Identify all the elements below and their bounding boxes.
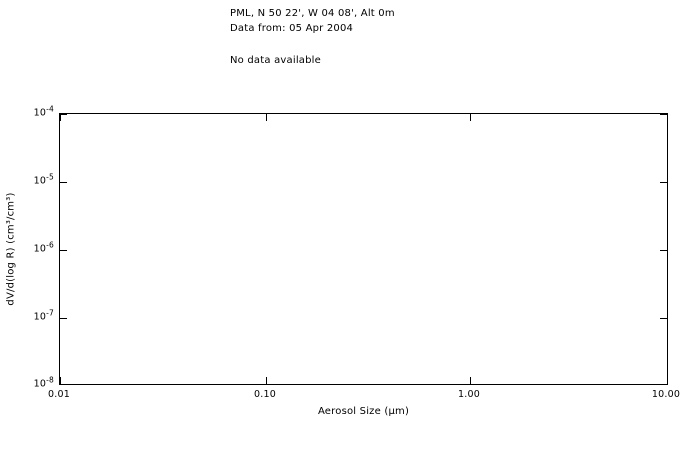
- x-tick-bottom-1: [266, 377, 267, 384]
- y-tick-label-0: 10-4: [0, 105, 54, 119]
- y-tick-label-0-exponent: -4: [46, 104, 54, 114]
- y-tick-label-0-mantissa: 10: [33, 107, 47, 119]
- x-tick-bottom-0: [60, 377, 61, 384]
- y-tick-label-1-exponent: -5: [46, 172, 54, 182]
- y-tick-right-1: [660, 182, 667, 183]
- x-tick-top-2: [470, 114, 471, 121]
- x-tick-label-3: 10.00: [651, 389, 681, 400]
- y-tick-right-3: [660, 318, 667, 319]
- x-tick-bottom-2: [470, 377, 471, 384]
- data-date-line: Data from: 05 Apr 2004: [230, 23, 354, 34]
- y-tick-left-1: [60, 182, 67, 183]
- y-tick-left-4: [60, 384, 67, 385]
- y-tick-right-2: [660, 250, 667, 251]
- plot-frame: [59, 113, 668, 385]
- no-data-message: No data available: [230, 55, 322, 66]
- y-tick-right-0: [660, 114, 667, 115]
- plot-header: PML, N 50 22', W 04 08', Alt 0m Data fro…: [230, 6, 395, 36]
- x-tick-label-0: 0.01: [48, 389, 70, 400]
- y-tick-label-3-exponent: -7: [46, 308, 54, 318]
- y-tick-label-1: 10-5: [0, 173, 54, 187]
- x-tick-bottom-3: [667, 377, 668, 384]
- y-tick-label-3-mantissa: 10: [33, 311, 47, 323]
- y-tick-left-3: [60, 318, 67, 319]
- y-tick-label-4-exponent: -8: [46, 375, 54, 385]
- y-tick-label-4-mantissa: 10: [33, 378, 47, 390]
- y-axis-title: dV/d(log R) (cm³/cm³): [5, 192, 17, 306]
- x-tick-label-1: 0.10: [254, 389, 276, 400]
- y-tick-left-2: [60, 250, 67, 251]
- x-tick-top-3: [667, 114, 668, 121]
- y-tick-label-1-mantissa: 10: [33, 175, 47, 187]
- x-tick-label-2: 1.00: [458, 389, 480, 400]
- x-axis-title: Aerosol Size (μm): [317, 406, 410, 417]
- y-tick-label-4: 10-8: [0, 376, 54, 390]
- y-tick-label-2-mantissa: 10: [33, 243, 47, 255]
- y-axis-title-container: dV/d(log R) (cm³/cm³): [0, 113, 22, 385]
- y-tick-label-2-exponent: -6: [46, 240, 54, 250]
- y-tick-left-0: [60, 114, 67, 115]
- y-tick-label-3: 10-7: [0, 309, 54, 323]
- x-tick-top-1: [266, 114, 267, 121]
- plot-data-area: [60, 114, 667, 384]
- station-location-line: PML, N 50 22', W 04 08', Alt 0m: [230, 8, 395, 19]
- y-tick-label-2: 10-6: [0, 241, 54, 255]
- y-tick-right-4: [660, 384, 667, 385]
- x-tick-top-0: [60, 114, 61, 121]
